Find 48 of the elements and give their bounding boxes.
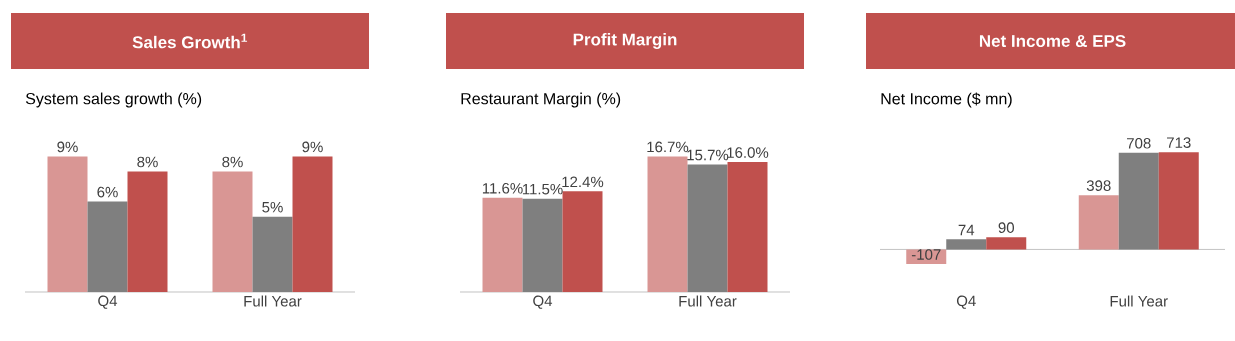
- bar: [906, 249, 947, 265]
- x-tick-label: Q4: [956, 295, 976, 309]
- bar: [47, 156, 88, 292]
- data-label: 11.5%: [522, 183, 563, 195]
- bar: [482, 197, 523, 292]
- bar: [727, 162, 768, 292]
- chart-title: Net Income & EPS: [979, 34, 1126, 48]
- data-label: 9%: [57, 141, 78, 153]
- x-tick-label: Q4: [533, 295, 553, 309]
- data-label: 713: [1167, 137, 1191, 148]
- bar: [687, 164, 728, 292]
- data-label: 8%: [222, 156, 243, 168]
- bar: [1078, 195, 1119, 250]
- data-label: 9%: [302, 141, 323, 153]
- data-label: 8%: [137, 156, 158, 168]
- chart-subtitle: Restaurant Margin (%): [461, 92, 621, 108]
- bar: [292, 156, 333, 292]
- data-label: 398: [1086, 180, 1111, 191]
- bar: [1158, 152, 1199, 250]
- bar: [986, 237, 1027, 250]
- data-label: 708: [1127, 138, 1151, 149]
- x-tick-label: Full Year: [679, 295, 737, 307]
- bar: [647, 156, 688, 292]
- chart-subtitle: System sales growth (%): [25, 92, 202, 108]
- data-label: 74: [958, 224, 975, 236]
- bar: [127, 171, 168, 292]
- bar: [522, 198, 563, 292]
- data-label: 6%: [97, 186, 118, 198]
- data-label: 15.7%: [687, 149, 729, 161]
- bar: [252, 216, 293, 292]
- chart-title: Profit Margin: [573, 33, 677, 49]
- data-label: 16.7%: [647, 141, 689, 153]
- bar: [87, 201, 128, 292]
- bar: [946, 239, 987, 250]
- x-tick-label: Full Year: [1110, 295, 1168, 307]
- bar: [1118, 152, 1159, 250]
- data-label: 5%: [262, 201, 283, 213]
- data-label: -107: [911, 249, 941, 260]
- data-label: 90: [998, 222, 1014, 233]
- x-tick-label: Q4: [98, 295, 118, 309]
- bar: [562, 191, 603, 292]
- chart-subtitle: Net Income ($ mn): [881, 92, 1012, 108]
- data-label: 11.6%: [482, 182, 523, 194]
- data-label: 16.0%: [727, 147, 769, 158]
- data-label: 12.4%: [562, 176, 604, 188]
- chart-title: Sales Growth$^{1}$: [132, 33, 248, 49]
- bar: [212, 171, 253, 292]
- x-tick-label: Full Year: [244, 295, 302, 307]
